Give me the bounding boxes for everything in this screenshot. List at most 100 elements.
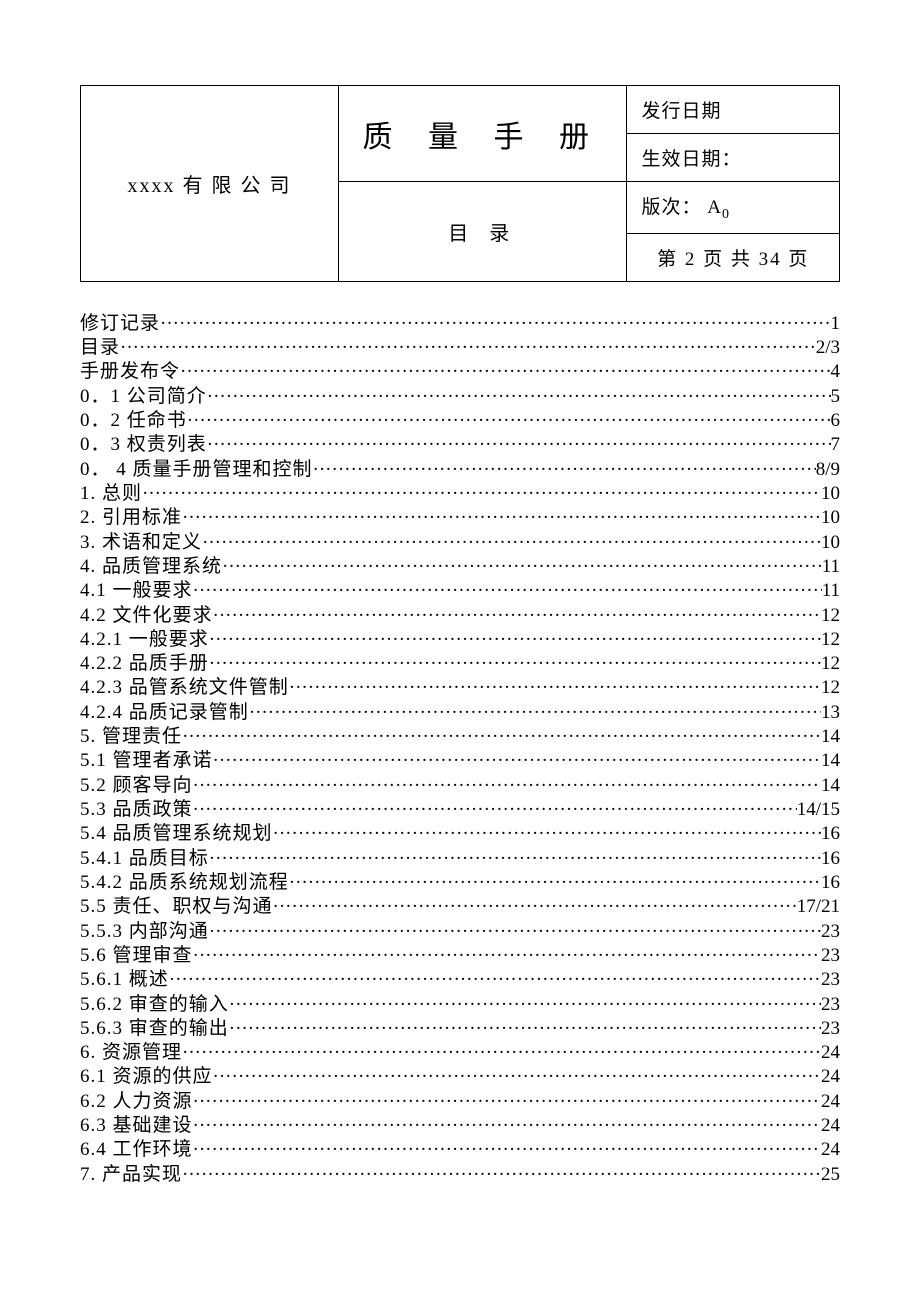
toc-label: 0．3 权责列表 xyxy=(80,433,207,457)
toc-row: 4.2.3 品管系统文件管制12 xyxy=(80,676,840,700)
toc-label: 4. 品质管理系统 xyxy=(80,555,222,579)
toc-leader xyxy=(209,847,821,871)
toc-row: 5.6 管理审查 23 xyxy=(80,944,840,968)
toc-page: 5 xyxy=(831,385,841,409)
toc-label: 5.4.1 品质目标 xyxy=(80,847,209,871)
toc-row: 6.3 基础建设 24 xyxy=(80,1114,840,1138)
toc-leader xyxy=(313,458,816,482)
toc-leader xyxy=(289,871,821,895)
version-cell: 版次： A0 xyxy=(627,182,840,234)
toc-row: 1. 总则 10 xyxy=(80,482,840,506)
toc-leader xyxy=(182,725,821,749)
toc-leader xyxy=(193,1114,821,1138)
toc-label: 5.6.2 审查的输入 xyxy=(80,993,229,1017)
effective-date-label: 生效日期： xyxy=(627,134,840,182)
toc-leader xyxy=(169,968,821,992)
toc-page: 14 xyxy=(821,725,840,749)
toc-label: 5.5.3 内部沟通 xyxy=(80,920,209,944)
toc-row: 0．3 权责列表 7 xyxy=(80,433,840,457)
toc-page: 2/3 xyxy=(816,336,840,360)
toc-row: 5.4.2 品质系统规划流程16 xyxy=(80,871,840,895)
toc-leader xyxy=(289,676,821,700)
toc-label: 6.2 人力资源 xyxy=(80,1090,193,1114)
toc-page: 12 xyxy=(821,604,840,628)
toc-row: 4.2.4 品质记录管制 13 xyxy=(80,701,840,725)
toc-row: 6. 资源管理 24 xyxy=(80,1041,840,1065)
toc-leader xyxy=(213,749,821,773)
toc-page: 24 xyxy=(821,1114,840,1138)
toc-leader xyxy=(193,774,821,798)
toc-page: 14/15 xyxy=(797,798,840,822)
toc-row: 手册发布令 4 xyxy=(80,360,840,384)
toc-row: 4.2.2 品质手册12 xyxy=(80,652,840,676)
toc-page: 16 xyxy=(821,871,840,895)
table-of-contents: 修订记录1目录2/3手册发布令 40．1 公司简介50．2 任命书60．3 权责… xyxy=(80,312,840,1187)
toc-leader xyxy=(213,604,821,628)
toc-page: 13 xyxy=(821,701,840,725)
toc-leader xyxy=(193,579,822,603)
toc-leader xyxy=(120,336,816,360)
toc-leader xyxy=(193,1090,821,1114)
toc-leader xyxy=(160,312,830,336)
document-subtitle: 目 录 xyxy=(339,182,627,282)
toc-leader xyxy=(222,555,822,579)
toc-label: 5.6 管理审查 xyxy=(80,944,193,968)
toc-leader xyxy=(180,360,830,384)
toc-page: 10 xyxy=(821,506,840,530)
document-title: 质 量 手 册 xyxy=(339,86,627,182)
toc-label: 6. 资源管理 xyxy=(80,1041,182,1065)
toc-row: 5.1 管理者承诺14 xyxy=(80,749,840,773)
toc-row: 5.4.1 品质目标 16 xyxy=(80,847,840,871)
toc-page: 4 xyxy=(831,360,841,384)
toc-label: 4.1 一般要求 xyxy=(80,579,193,603)
toc-leader xyxy=(202,531,821,555)
toc-label: 0． 4 质量手册管理和控制 xyxy=(80,458,313,482)
toc-label: 7. 产品实现 xyxy=(80,1163,182,1187)
toc-leader xyxy=(207,433,831,457)
toc-page: 24 xyxy=(821,1065,840,1089)
toc-leader xyxy=(187,409,831,433)
toc-label: 4.2 文件化要求 xyxy=(80,604,213,628)
toc-label: 2. 引用标准 xyxy=(80,506,182,530)
toc-label: 修订记录 xyxy=(80,312,160,336)
toc-page: 7 xyxy=(831,433,841,457)
toc-page: 10 xyxy=(821,531,840,555)
toc-label: 4.2.3 品管系统文件管制 xyxy=(80,676,289,700)
toc-leader xyxy=(209,652,821,676)
toc-row: 4.1 一般要求 11 xyxy=(80,579,840,603)
toc-leader xyxy=(273,822,821,846)
toc-label: 6.1 资源的供应 xyxy=(80,1065,213,1089)
toc-row: 4. 品质管理系统 11 xyxy=(80,555,840,579)
toc-leader xyxy=(209,628,821,652)
toc-leader xyxy=(207,385,831,409)
toc-page: 14 xyxy=(821,774,840,798)
toc-leader xyxy=(193,1138,821,1162)
toc-label: 5.2 顾客导向 xyxy=(80,774,193,798)
toc-leader xyxy=(193,798,797,822)
toc-leader xyxy=(182,506,821,530)
toc-page: 23 xyxy=(821,968,840,992)
toc-label: 5.6.1 概述 xyxy=(80,968,169,992)
toc-label: 3. 术语和定义 xyxy=(80,531,202,555)
toc-row: 5.3 品质政策 14/15 xyxy=(80,798,840,822)
toc-label: 0．2 任命书 xyxy=(80,409,187,433)
toc-leader xyxy=(182,1041,821,1065)
toc-label: 6.4 工作环境 xyxy=(80,1138,193,1162)
toc-leader xyxy=(273,895,797,919)
toc-leader xyxy=(249,701,821,725)
document-header: xxxx 有 限 公 司 质 量 手 册 发行日期 生效日期： 目 录 版次： … xyxy=(80,85,840,282)
toc-page: 23 xyxy=(821,993,840,1017)
toc-row: 4.2 文件化要求 12 xyxy=(80,604,840,628)
toc-page: 12 xyxy=(821,628,840,652)
toc-row: 5. 管理责任 14 xyxy=(80,725,840,749)
toc-label: 5.6.3 审查的输出 xyxy=(80,1017,229,1041)
toc-page: 24 xyxy=(821,1041,840,1065)
toc-page: 11 xyxy=(822,555,840,579)
toc-page: 16 xyxy=(821,847,840,871)
toc-page: 14 xyxy=(821,749,840,773)
toc-label: 4.2.4 品质记录管制 xyxy=(80,701,249,725)
toc-label: 1. 总则 xyxy=(80,482,142,506)
version-label: 版次： A xyxy=(641,197,721,218)
toc-label: 6.3 基础建设 xyxy=(80,1114,193,1138)
toc-leader xyxy=(229,1017,821,1041)
